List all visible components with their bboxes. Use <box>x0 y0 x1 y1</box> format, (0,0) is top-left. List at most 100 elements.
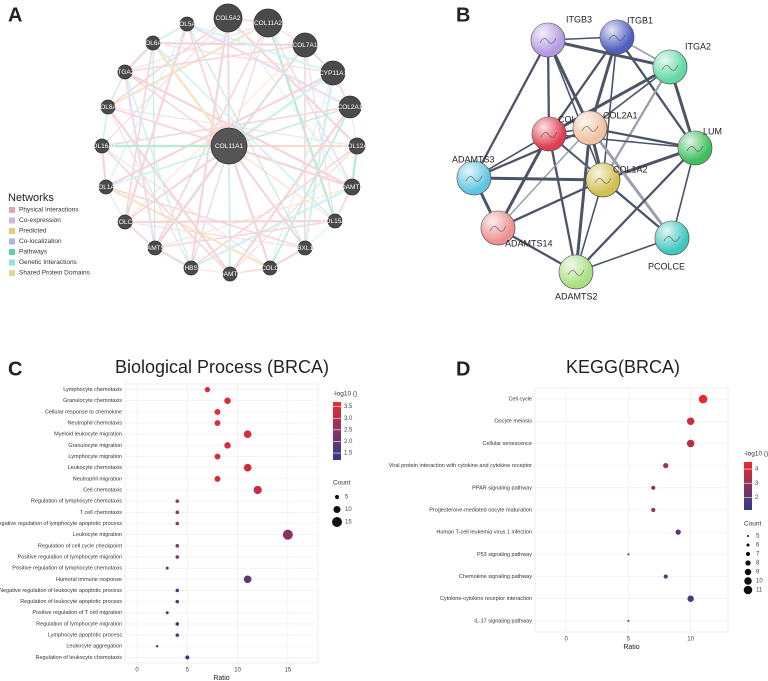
edge <box>124 44 306 223</box>
size-key <box>747 535 749 537</box>
dot <box>185 655 190 660</box>
y-tick-label: Cell cycle <box>508 397 532 403</box>
colorbar-tick-label: 2.0 <box>344 439 353 445</box>
node-label: COL5A2 <box>216 15 241 22</box>
y-tick-label: Leukocyte aggregation <box>66 644 122 650</box>
node-label: PCOLCE2 <box>110 219 141 226</box>
y-tick-label: Chemokine signaling pathway <box>459 574 532 580</box>
dot <box>663 462 669 469</box>
node-label: COL7A1 <box>293 42 318 49</box>
node <box>117 64 133 80</box>
node-label: COL12A1 <box>343 143 372 150</box>
node-shine <box>586 163 620 197</box>
edge <box>574 127 592 273</box>
x-tick-label: 0 <box>564 637 568 643</box>
node-structure <box>567 269 585 276</box>
panel-label: D <box>456 358 470 380</box>
node-shine <box>600 20 634 54</box>
node-label: FBXL19 <box>293 245 317 252</box>
legend-swatch <box>9 217 15 224</box>
edge <box>229 145 358 275</box>
colorbar-tick-label: 3.5 <box>344 404 353 410</box>
edge <box>105 23 188 188</box>
x-tick-label: 5 <box>186 668 190 674</box>
legend-label: Predicted <box>19 228 47 235</box>
edge <box>190 145 358 269</box>
edge <box>472 39 550 179</box>
node <box>117 214 133 230</box>
node-shine <box>573 111 607 145</box>
edge <box>588 127 674 239</box>
node <box>179 16 195 32</box>
x-tick-label: 0 <box>135 668 139 674</box>
edge <box>228 144 353 189</box>
edge <box>548 36 618 135</box>
y-tick-label: Cellular response to chemokine <box>45 409 122 415</box>
node <box>210 127 248 165</box>
size-key-label: 5 <box>345 495 349 501</box>
y-tick-label: IL-17 signaling pathway <box>474 618 532 624</box>
size-key-label: 15 <box>345 520 352 526</box>
x-tick-label: 10 <box>687 637 694 643</box>
node-label: ADAMTS2 <box>215 271 246 278</box>
node-shine <box>457 161 491 195</box>
edge <box>228 145 336 222</box>
edge <box>547 39 604 181</box>
colorbar-tick-label: 3.0 <box>344 416 353 422</box>
node-label: COL8A1 <box>96 104 121 111</box>
legend-title: -log10 () <box>333 391 357 398</box>
edge <box>229 106 351 275</box>
node <box>183 260 199 276</box>
node-label: COL11A2 <box>254 20 282 27</box>
edge <box>269 72 334 269</box>
y-tick-label: Regulation of leukocyte apoptotic proces… <box>20 599 122 605</box>
node <box>338 95 362 119</box>
node-label: LUM <box>703 126 722 136</box>
dot <box>253 485 262 495</box>
edge <box>107 106 192 269</box>
legend-swatch <box>9 270 15 276</box>
y-tick-label: Regulation of cell cycle checkpoint <box>38 543 123 549</box>
dot <box>224 397 231 404</box>
dot <box>214 408 221 415</box>
legend-title: Count <box>333 480 351 487</box>
y-tick-label: P53 signaling pathway <box>477 552 532 558</box>
node-label: COL15A1 <box>321 218 350 225</box>
edge <box>124 22 269 73</box>
legend-swatch <box>9 228 15 234</box>
edge <box>124 71 192 269</box>
node <box>222 266 238 282</box>
size-key <box>334 494 340 500</box>
legend-label: Co-localization <box>19 238 62 245</box>
y-tick-label: Neutrophil chemotaxis <box>68 421 123 427</box>
edge <box>123 23 189 223</box>
edge <box>124 71 353 188</box>
chart-title: KEGG(BRCA) <box>566 357 680 377</box>
node-label: ITGA2 <box>685 41 711 51</box>
node-structure <box>594 177 612 184</box>
dot <box>175 544 180 548</box>
size-key <box>745 560 751 566</box>
dot <box>243 430 252 439</box>
edge <box>154 145 230 249</box>
legend-title: Count <box>744 521 762 528</box>
edge <box>105 186 271 269</box>
size-key-label: 5 <box>756 534 760 540</box>
node-label: ADAMTS14 <box>138 245 173 252</box>
y-tick-label: Lymphocyte chemotaxis <box>63 387 122 393</box>
y-tick-label: Negative regulation of lymphocyte apopto… <box>0 521 122 527</box>
edge <box>152 41 306 47</box>
legend-label: Shared Protein Domains <box>19 270 91 277</box>
dot <box>698 394 708 404</box>
legend-swatch <box>9 249 15 255</box>
dot <box>243 575 252 584</box>
edge <box>473 176 604 182</box>
dot <box>214 453 221 460</box>
node-structure <box>465 175 483 182</box>
legend-swatch <box>9 207 15 213</box>
node <box>292 32 318 58</box>
edge <box>154 22 269 249</box>
colorbar-tick-label: 4 <box>755 467 759 473</box>
dot <box>686 417 695 426</box>
